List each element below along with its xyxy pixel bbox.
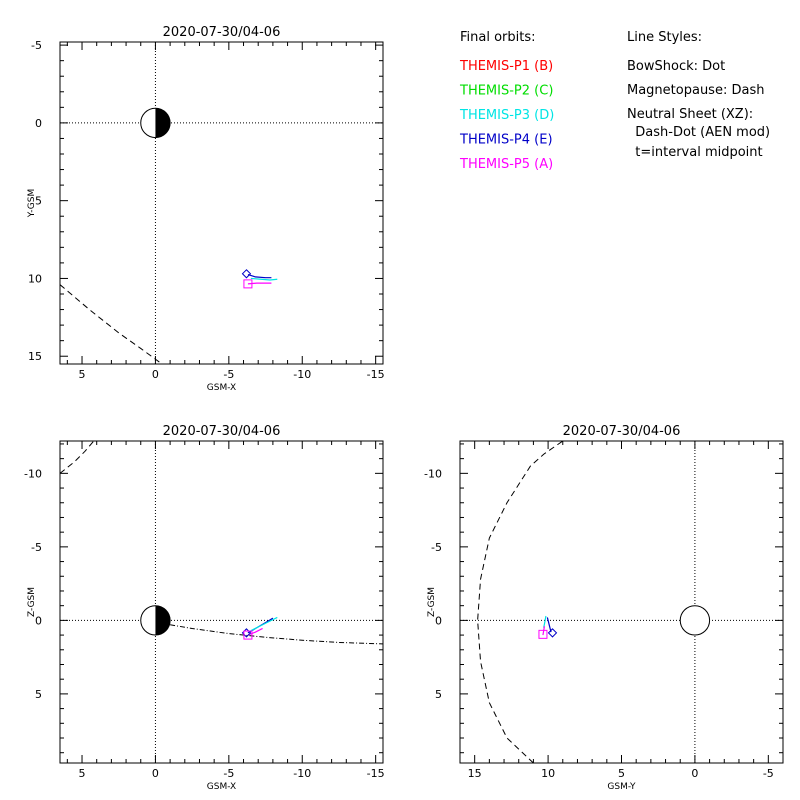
neutral-sheet-line: [170, 624, 383, 645]
marker-square-themis-p5: [243, 279, 253, 289]
magnetopause-line: [477, 441, 564, 763]
x-tick-label: -5: [763, 767, 774, 780]
panel-2: 5 0 -5 -10 -15 5 0 -5 -10 2020-07-30/04-06 GSM-X Z-…: [24, 424, 385, 792]
y-tick-label: 0: [435, 614, 442, 627]
x-tick-label: -5: [223, 368, 234, 381]
legend-style-entry: t=interval midpoint: [627, 145, 763, 160]
magnetopause-line: [60, 441, 95, 474]
marker-diamond-themis-p4: [241, 269, 252, 279]
x-tick-label: -10: [293, 767, 311, 780]
y-tick-label: -10: [424, 467, 442, 480]
x-axis-label: GSM-X: [207, 383, 236, 393]
x-tick-label: 15: [468, 767, 482, 780]
legend-styles-title: Line Styles:: [627, 30, 702, 45]
y-tick-label: 10: [28, 272, 42, 285]
marker-square-themis-p5: [538, 629, 548, 639]
y-tick-label: 5: [35, 195, 42, 208]
y-tick-label: 5: [435, 688, 442, 701]
marker-square-themis-p5: [243, 630, 253, 640]
y-tick-label: 15: [28, 350, 42, 363]
y-tick-label: 0: [35, 117, 42, 130]
x-tick-label: 10: [541, 767, 555, 780]
x-tick-label: -5: [223, 767, 234, 780]
y-tick-label: -5: [431, 541, 442, 554]
x-axis-label: GSM-Y: [607, 782, 636, 792]
orbit-themis-p4: [247, 273, 272, 279]
x-tick-label: -10: [293, 368, 311, 381]
legend-style-entry: BowShock: Dot: [627, 59, 725, 74]
orbit-themis-p3: [543, 615, 547, 628]
marker-diamond-themis-p4: [547, 628, 558, 638]
y-tick-label: -5: [31, 541, 42, 554]
panel-title: 2020-07-30/04-06: [163, 424, 281, 439]
x-axis-label: GSM-X: [207, 782, 236, 792]
x-tick-label: 5: [79, 767, 86, 780]
x-tick-label: 5: [79, 368, 86, 381]
x-tick-label: 5: [618, 767, 625, 780]
legend-orbits-title: Final orbits:: [460, 30, 536, 45]
legend-style-entry: Dash-Dot (AEN mod): [627, 125, 770, 140]
y-tick-label: 0: [35, 614, 42, 627]
y-tick-label: 5: [35, 688, 42, 701]
x-tick-label: -15: [367, 767, 385, 780]
legend-orbit-entry: THEMIS-P2 (C): [459, 84, 553, 99]
y-tick-label: -10: [24, 467, 42, 480]
plot-frame: [59, 41, 384, 365]
panel-title: 2020-07-30/04-06: [163, 25, 281, 40]
x-tick-label: -15: [367, 368, 385, 381]
orbit-themis-p3: [250, 616, 278, 632]
plot-frame: [459, 440, 784, 764]
orbit-themis-p5: [247, 627, 263, 636]
legend-style-entry: Magnetopause: Dash: [627, 83, 764, 98]
x-tick-label: 0: [152, 767, 159, 780]
legend-orbit-entry: THEMIS-P1 (B): [459, 59, 553, 74]
panel-title: 2020-07-30/04-06: [563, 424, 681, 439]
earth-icon: [679, 605, 711, 636]
x-tick-label: 0: [152, 368, 159, 381]
orbit-themis-p4: [546, 617, 552, 633]
earth-night-side: [155, 605, 171, 636]
magnetopause-line: [60, 284, 161, 363]
legend-orbit-entry: THEMIS-P3 (D): [459, 108, 554, 123]
panel-3: 15 10 5 0 -5 5 0 -5 -10 2020-07-30/04-06 GSM-Y Z-GS…: [424, 424, 784, 792]
earth-night-side: [155, 108, 171, 138]
legend-orbit-entry: THEMIS-P5 (A): [459, 157, 553, 172]
legend: Final orbits: THEMIS-P1 (B) THEMIS-P2 (C) T…: [459, 30, 770, 172]
y-axis-label: Z-GSM: [427, 587, 437, 617]
y-axis-label: Z-GSM: [27, 587, 37, 617]
panel-1: 5 0 -5 -10 -15 -5 0 5 10 15 2020-07-30/04-06 GSM-X Y…: [27, 25, 385, 393]
y-axis-label: Y-GSM: [27, 189, 37, 218]
legend-style-entry: Neutral Sheet (XZ):: [627, 107, 753, 122]
orbit-themis-p3: [250, 277, 278, 281]
y-tick-label: -5: [31, 39, 42, 52]
legend-orbit-entry: THEMIS-P4 (E): [459, 133, 553, 148]
x-tick-label: 0: [691, 767, 698, 780]
plot-frame: [59, 440, 384, 764]
